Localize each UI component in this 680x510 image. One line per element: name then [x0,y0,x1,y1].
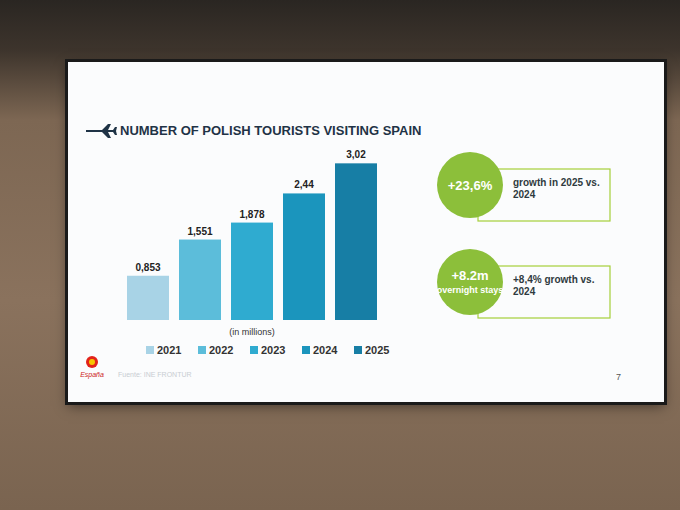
annotation-text: growth in 2025 vs. 2024 [513,177,605,201]
source: Fuente: INE FRONTUR [118,371,192,378]
badge-subtext: overnight stays [437,285,504,295]
logo-mark [89,359,95,365]
legend-swatch [146,346,154,354]
legend-label: 2024 [313,344,338,356]
bar [231,223,273,320]
bar [179,240,221,320]
annotation-text: +8,4% growth vs. 2024 [513,274,605,298]
legend-swatch [250,346,258,354]
data-label: 2,44 [294,179,314,190]
data-label: 0,853 [135,262,160,273]
unit-label: (in millions) [229,327,275,337]
badge-text: +23,6% [448,178,493,193]
data-label: 1,878 [239,209,264,220]
bar [283,193,325,320]
chart: NUMBER OF POLISH TOURISTS VISITING SPAIN… [68,62,664,402]
bar [335,163,377,320]
page-number: 7 [616,372,621,382]
bars [127,163,377,320]
title: NUMBER OF POLISH TOURISTS VISITING SPAIN [120,123,421,138]
plane-icon [86,124,117,138]
bar [127,276,169,320]
legend-label: 2021 [157,344,181,356]
legend-swatch [354,346,362,354]
legend-swatch [302,346,310,354]
annotation-badge [437,152,503,218]
badge-text: +8.2m [451,268,488,283]
legend-label: 2025 [365,344,389,356]
legend-label: 2023 [261,344,285,356]
slide: NUMBER OF POLISH TOURISTS VISITING SPAIN… [68,62,664,402]
annotation-badge [437,249,503,315]
data-label: 3,02 [346,149,366,160]
legend-swatch [198,346,206,354]
legend-label: 2022 [209,344,233,356]
logo-text: España [80,371,104,379]
logo-mark [86,356,98,368]
data-label: 1,551 [187,226,212,237]
